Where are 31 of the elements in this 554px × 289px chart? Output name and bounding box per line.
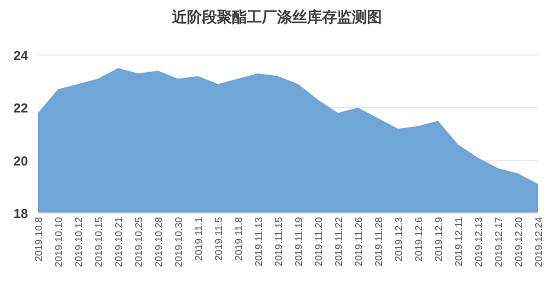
x-tick-label: 2019.12.20 (514, 216, 525, 268)
x-tick-label: 2019.10.25 (134, 216, 145, 268)
x-tick-label: 2019.10.30 (174, 216, 185, 268)
x-tick-label: 2019.10.10 (54, 216, 65, 268)
chart-title: 近阶段聚酯工厂涤丝库存监测图 (171, 8, 382, 26)
x-tick-label: 2019.11.19 (294, 216, 305, 266)
x-tick-label: 2019.10.12 (74, 216, 85, 268)
x-tick-label: 2019.11.26 (354, 216, 365, 266)
x-tick-label: 2019.12.17 (494, 216, 505, 268)
x-tick-label: 2019.11.28 (374, 216, 385, 266)
x-tick-label: 2019.11.1 (194, 216, 205, 261)
y-tick-label: 18 (14, 206, 28, 221)
x-tick-label: 2019.11.20 (314, 216, 325, 266)
x-tick-label: 2019.11.22 (334, 216, 345, 266)
x-tick-label: 2019.11.13 (254, 216, 265, 266)
y-tick-label: 22 (14, 100, 28, 116)
x-tick-label: 2019.12.6 (414, 216, 425, 262)
x-tick-label: 2019.11.8 (234, 216, 245, 261)
x-tick-label: 2019.10.21 (114, 216, 125, 268)
x-tick-label: 2019.10.8 (34, 216, 45, 262)
y-tick-label: 20 (14, 153, 28, 168)
x-tick-label: 2019.12.11 (454, 216, 465, 266)
x-tick-label: 2019.12.13 (474, 216, 485, 268)
x-tick-label: 2019.12.3 (394, 216, 405, 262)
y-tick-label: 24 (14, 48, 29, 63)
x-tick-label: 2019.12.9 (434, 216, 445, 262)
x-tick-label: 2019.11.5 (214, 216, 225, 261)
x-tick-label: 2019.10.28 (154, 216, 165, 268)
x-tick-label: 2019.10.15 (94, 216, 105, 268)
x-tick-label: 2019.12.24 (534, 216, 545, 268)
x-tick-label: 2019.11.15 (274, 216, 285, 266)
